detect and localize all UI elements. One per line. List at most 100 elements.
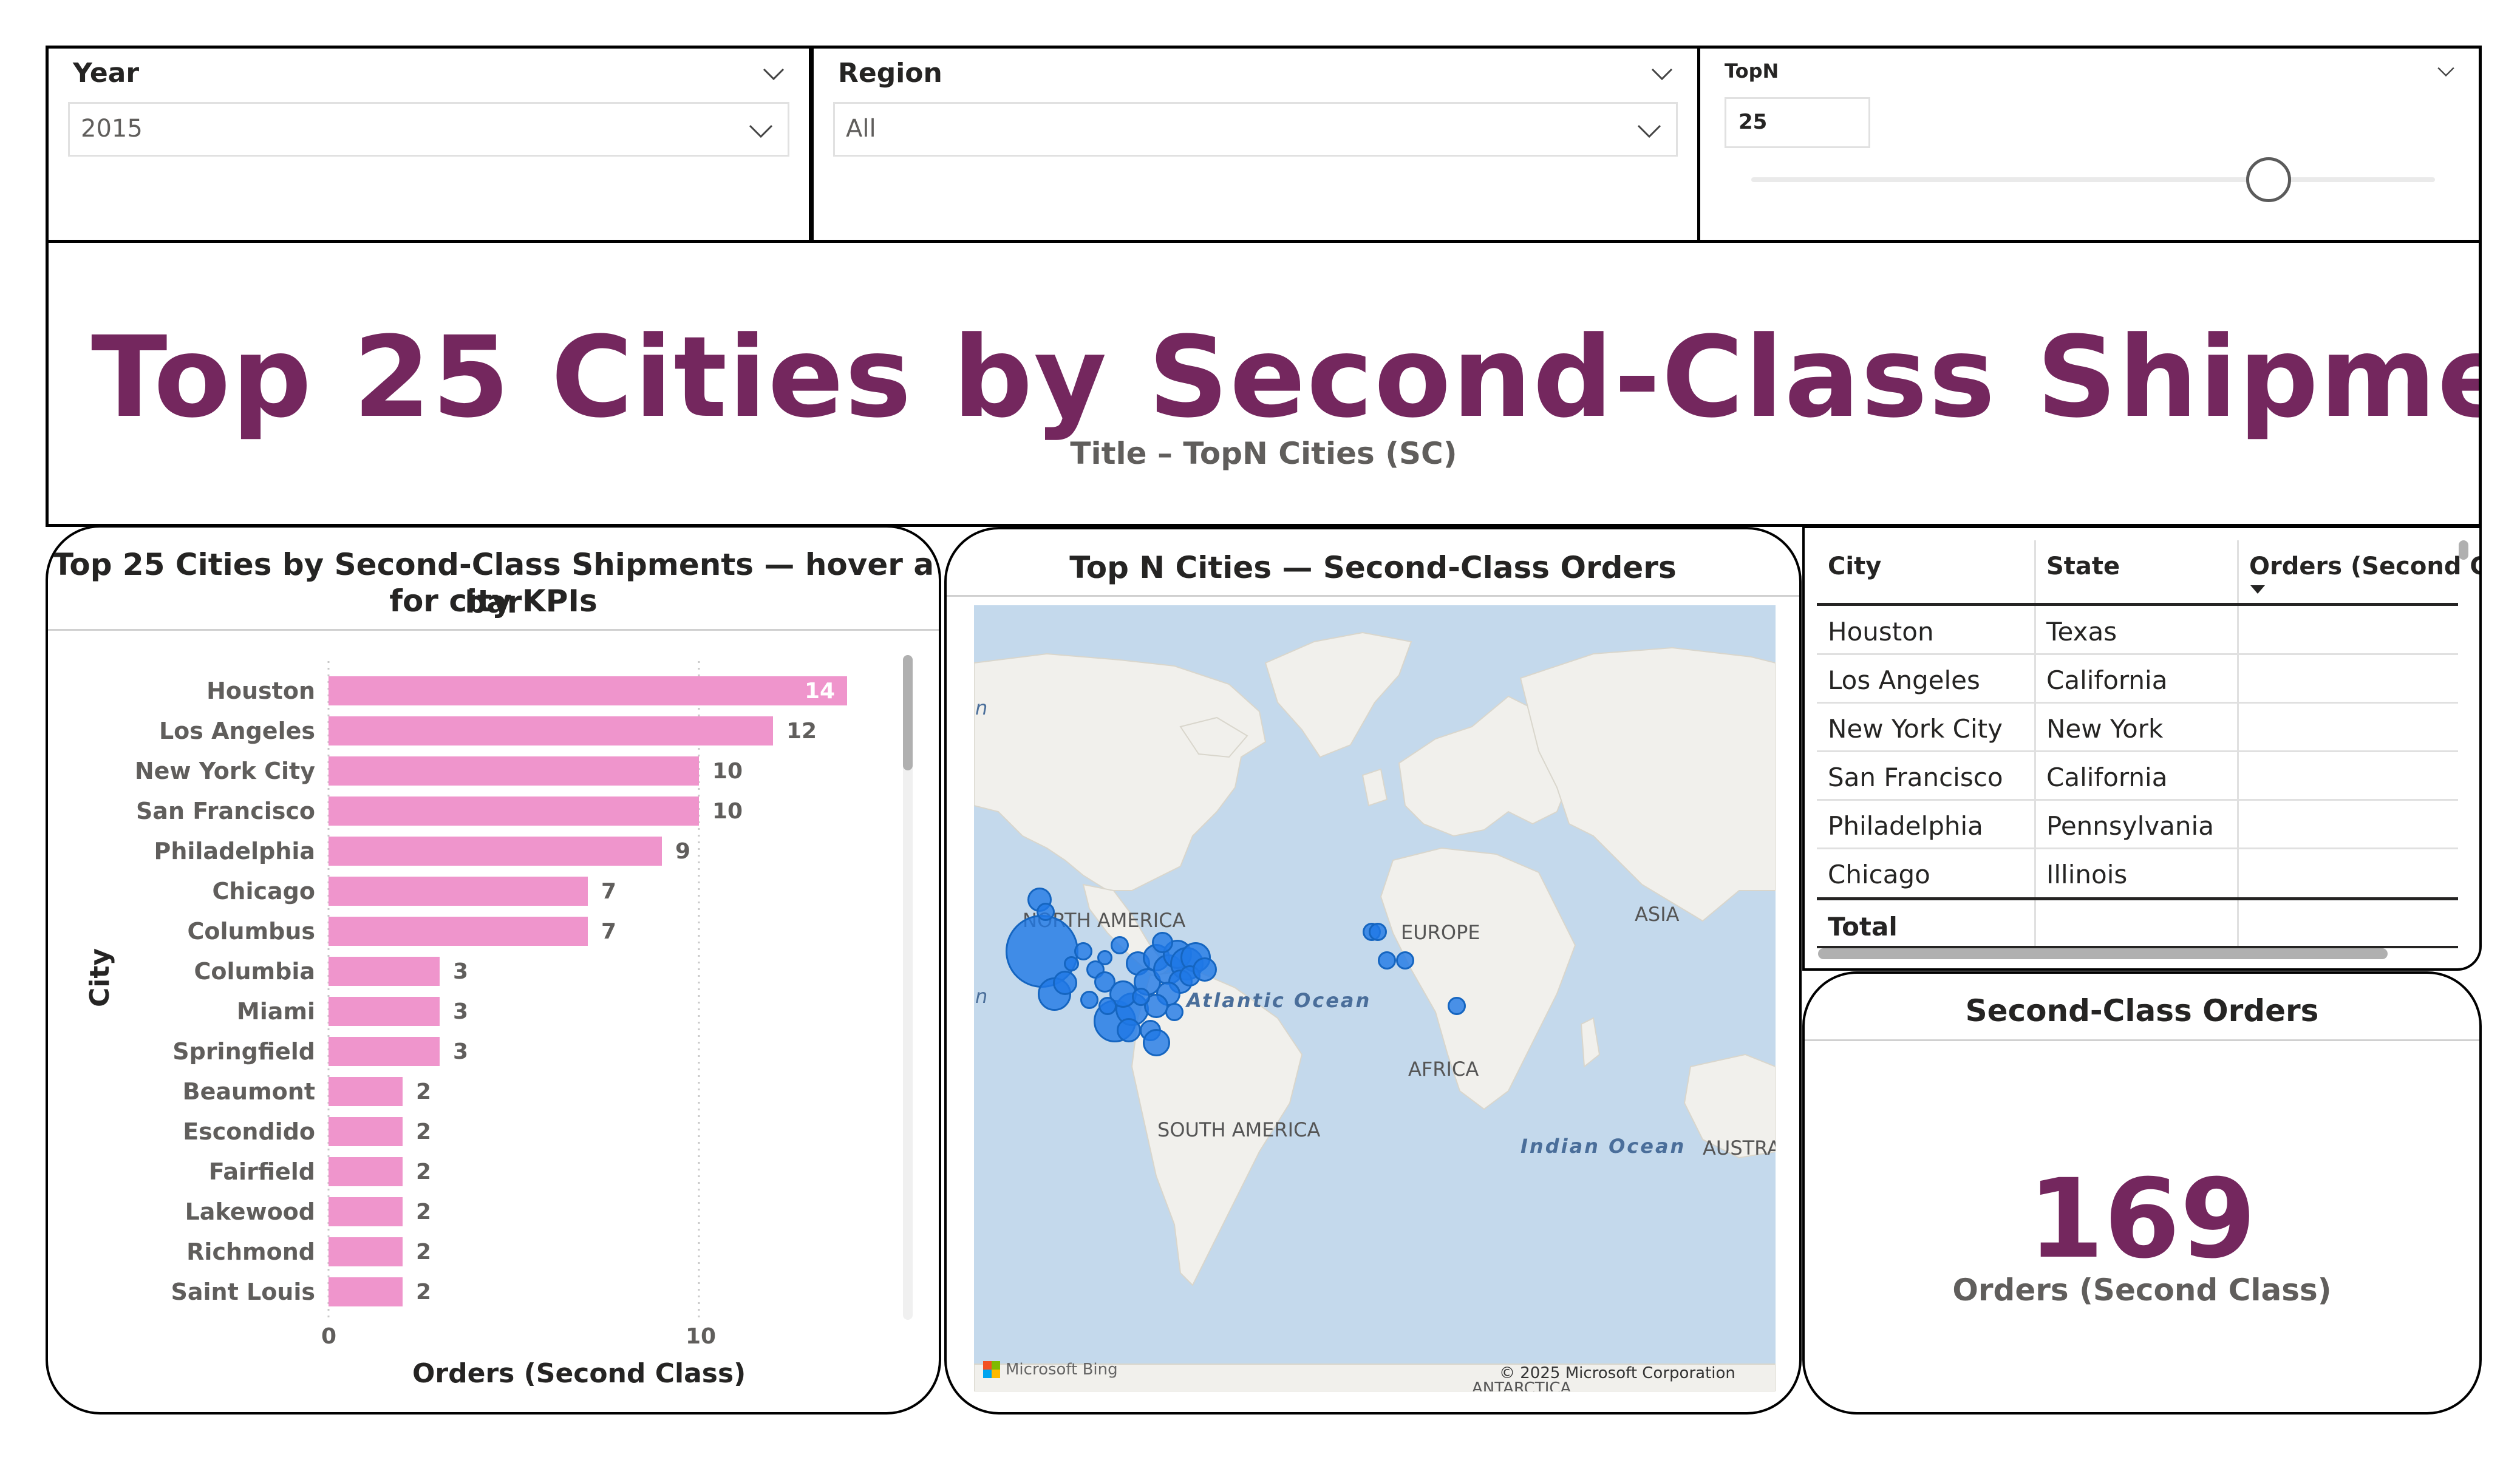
microsoft-logo-icon <box>983 1361 1000 1378</box>
column-header-city[interactable]: City <box>1828 552 1882 580</box>
page-subtitle: Title – TopN Cities (SC) <box>1070 436 1457 471</box>
map-label-edge: n <box>975 985 988 1008</box>
topn-slicer: TopN 25 <box>1697 46 2482 243</box>
bar-columbus[interactable] <box>329 917 588 946</box>
map-bubble[interactable] <box>1080 991 1098 1009</box>
map-bubble[interactable] <box>1097 949 1112 965</box>
chevron-down-icon[interactable] <box>1650 62 1674 86</box>
map-bubble[interactable] <box>1117 1018 1141 1042</box>
map-label-indian: Indian Ocean <box>1521 1135 1686 1158</box>
map-bubbles <box>974 605 1776 1391</box>
y-axis-title: City <box>84 948 115 1007</box>
bar-lakewood[interactable] <box>329 1197 403 1226</box>
table-visual: City State Orders (Second C Houston Texas… <box>1802 526 2482 971</box>
table-cell: New York <box>2046 714 2164 744</box>
year-slicer-title: Year <box>73 58 140 89</box>
table-row[interactable]: Chicago Illinois <box>1817 849 2458 897</box>
map-view[interactable]: NORTH AMERICA EUROPE ASIA AFRICA SOUTH A… <box>974 605 1776 1391</box>
table-row[interactable]: New York City New York <box>1817 703 2458 752</box>
row-divider <box>1817 750 2458 752</box>
map-bubble[interactable] <box>1094 971 1115 993</box>
divider <box>48 629 939 631</box>
table-cell: Houston <box>1828 617 1934 647</box>
bar-chart-card: Top 25 Cities by Second-Class Shipments … <box>46 525 941 1415</box>
column-header-state[interactable]: State <box>2046 552 2120 580</box>
table-cell: Philadelphia <box>1828 811 1983 841</box>
scrollbar-thumb[interactable] <box>903 655 913 770</box>
bar-beaumont[interactable] <box>329 1077 403 1106</box>
bar-saint-louis[interactable] <box>329 1277 403 1306</box>
x-tick-0: 0 <box>321 1324 337 1349</box>
total-label: Total <box>1828 912 1898 942</box>
kpi-title: Second-Class Orders <box>1965 993 2319 1028</box>
bar-san-francisco[interactable] <box>329 796 699 826</box>
bar-chart <box>327 661 847 1320</box>
map-bubble[interactable] <box>1111 936 1129 954</box>
map-bubble[interactable] <box>1142 1028 1170 1056</box>
map-bubble[interactable] <box>1098 997 1117 1015</box>
bar-new-york-city[interactable] <box>329 756 699 786</box>
map-bubble[interactable] <box>1396 951 1414 970</box>
map-bubble[interactable] <box>1037 903 1055 921</box>
table-row[interactable]: Houston Texas <box>1817 606 2458 655</box>
bing-label: Microsoft Bing <box>1006 1360 1118 1379</box>
map-bubble[interactable] <box>1132 988 1150 1006</box>
topn-slider-track[interactable] <box>1751 177 2435 182</box>
bar-houston[interactable] <box>329 676 847 705</box>
table-cell: Illinois <box>2046 860 2128 889</box>
bar-fairfield[interactable] <box>329 1157 403 1186</box>
table-row[interactable]: San Francisco California <box>1817 752 2458 801</box>
map-bubble[interactable] <box>1165 1003 1183 1021</box>
chevron-down-icon[interactable] <box>761 62 786 86</box>
table-row[interactable]: Philadelphia Pennsylvania <box>1817 800 2458 849</box>
map-label-europe: EUROPE <box>1401 921 1480 944</box>
page-title: Top 25 Cities by Second-Class Shipments … <box>91 313 2479 443</box>
region-slicer: Region All <box>811 46 1700 243</box>
row-divider <box>1817 702 2458 704</box>
map-bubble[interactable] <box>1378 951 1396 970</box>
table-bottom <box>1817 946 2458 948</box>
column-header-orders[interactable]: Orders (Second C <box>2249 552 2482 580</box>
region-value: All <box>846 115 876 143</box>
vertical-scrollbar[interactable] <box>2459 540 2468 560</box>
map-bubble[interactable] <box>1193 957 1217 982</box>
table-cell: California <box>2046 762 2168 792</box>
table-row[interactable]: Los Angeles California <box>1817 654 2458 704</box>
bar-columbia[interactable] <box>329 957 440 986</box>
bar-escondido[interactable] <box>329 1117 403 1146</box>
map-label-asia: ASIA <box>1635 903 1680 926</box>
sort-descending-icon[interactable] <box>2249 584 2266 595</box>
bar-richmond[interactable] <box>329 1237 403 1266</box>
topn-input[interactable]: 25 <box>1725 97 1870 148</box>
map-bubble[interactable] <box>1053 971 1077 995</box>
bar-los-angeles[interactable] <box>329 716 773 745</box>
bar-springfield[interactable] <box>329 1037 440 1066</box>
scrollbar[interactable] <box>903 655 913 1320</box>
row-divider <box>1817 799 2458 801</box>
bar-philadelphia[interactable] <box>329 837 662 866</box>
map-bubble[interactable] <box>1448 997 1466 1015</box>
table-cell: Chicago <box>1828 860 1930 889</box>
region-dropdown[interactable]: All <box>833 102 1678 157</box>
chevron-down-icon[interactable] <box>2436 62 2456 81</box>
data-table: City State Orders (Second C Houston Texas… <box>1817 540 2479 953</box>
chevron-down-icon <box>749 124 773 138</box>
bar-category-label: Beaumont <box>182 1078 315 1105</box>
bar-chicago[interactable] <box>329 877 588 906</box>
bar-miami[interactable] <box>329 997 440 1026</box>
total-divider <box>1817 897 2458 900</box>
row-divider <box>1817 847 2458 849</box>
bar-chart-title-line2: for city KPIs <box>389 583 598 619</box>
year-dropdown[interactable]: 2015 <box>68 102 789 157</box>
map-bubble[interactable] <box>1074 942 1092 960</box>
map-bubble[interactable] <box>1144 994 1168 1018</box>
horizontal-scrollbar[interactable] <box>1818 948 2388 959</box>
topn-slider-thumb[interactable] <box>2246 157 2291 202</box>
map-bubble[interactable] <box>1063 956 1079 971</box>
bar-category-labels: Houston Los Angeles New York City San Franc… <box>48 528 315 1412</box>
map-bubble[interactable] <box>1151 931 1173 953</box>
divider <box>1805 1039 2479 1041</box>
map-bubble[interactable] <box>1369 923 1387 941</box>
map-label-south-america: SOUTH AMERICA <box>1157 1118 1321 1141</box>
bar-category-label: Springfield <box>172 1038 315 1065</box>
